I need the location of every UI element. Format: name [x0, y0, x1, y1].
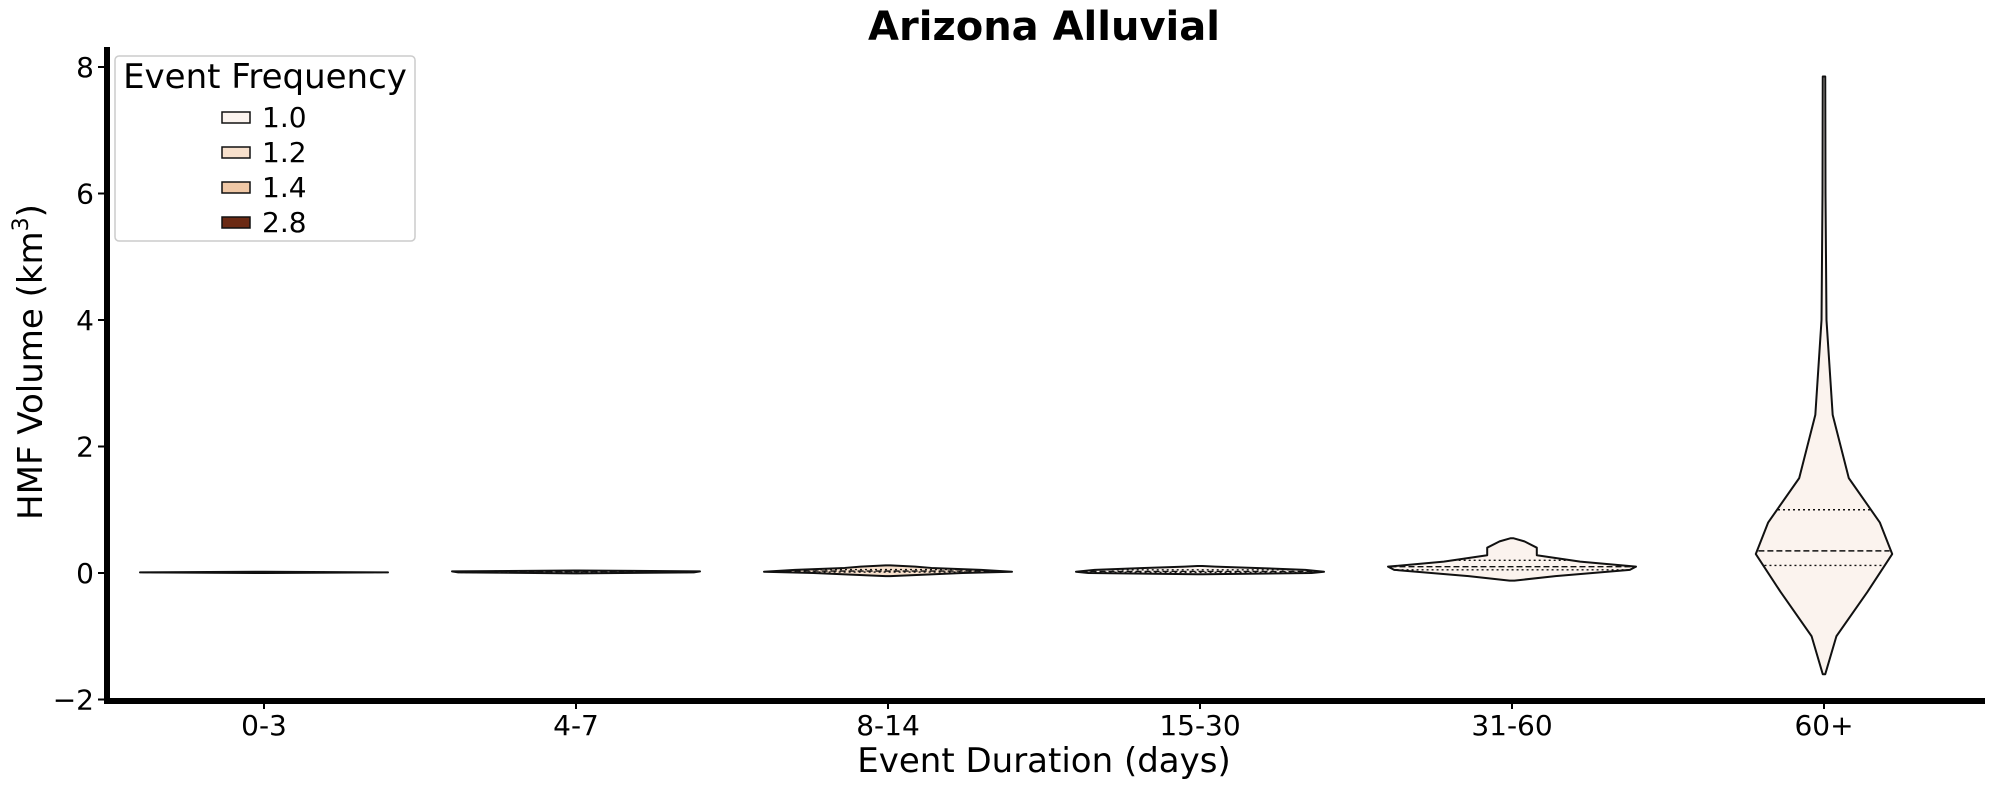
legend-swatch [221, 111, 251, 124]
violin-60+ [1754, 75, 1894, 676]
y-tick-label: 2 [76, 431, 94, 464]
legend-swatch [221, 216, 251, 229]
x-tick-label: 15-30 [1159, 709, 1240, 742]
legend-entries: 1.01.21.42.8 [221, 101, 307, 239]
y-tick-label: −2 [53, 684, 94, 717]
x-axis-ticks: 0-3 4-7 8-14 15-30 31-60 60+ [241, 701, 1854, 742]
legend-swatch [221, 181, 251, 194]
y-tick-label: 0 [76, 557, 94, 590]
x-tick-label: 0-3 [241, 709, 287, 742]
legend-label: 1.4 [262, 171, 307, 204]
y-tick-label: 6 [76, 178, 94, 211]
violin-body [1754, 75, 1894, 676]
y-tick-label: 4 [76, 304, 94, 337]
chart-title: Arizona Alluvial [868, 4, 1220, 50]
violin-plot-area [139, 75, 1894, 676]
violin-body [1387, 537, 1637, 582]
x-axis-label: Event Duration (days) [857, 741, 1230, 781]
x-tick-label: 8-14 [856, 709, 920, 742]
violin-15-30 [1075, 565, 1325, 576]
legend-label: 1.0 [262, 101, 307, 134]
y-axis-ticks: −2 0 2 4 6 8 [53, 51, 107, 717]
x-tick-label: 4-7 [553, 709, 599, 742]
legend-swatch [221, 146, 251, 159]
violin-8-14 [763, 564, 1013, 578]
y-axis-label: HMF Volume (km3) [9, 204, 51, 520]
x-tick-label: 31-60 [1471, 709, 1552, 742]
legend-label: 2.8 [262, 206, 307, 239]
legend-label: 1.2 [262, 136, 307, 169]
legend-title: Event Frequency [123, 57, 407, 97]
legend: Event Frequency 1.01.21.42.8 [114, 55, 416, 242]
y-tick-label: 8 [76, 51, 94, 84]
y-axis-label-superscript: 3 [9, 217, 34, 231]
y-axis-label-main: HMF Volume (km [11, 231, 51, 520]
legend-frame [114, 55, 416, 242]
violin-0-3 [139, 570, 389, 574]
x-tick-label: 60+ [1794, 709, 1853, 742]
violin-31-60 [1387, 537, 1637, 582]
violin-4-7 [451, 569, 701, 575]
y-axis-label-close: ) [11, 204, 51, 217]
